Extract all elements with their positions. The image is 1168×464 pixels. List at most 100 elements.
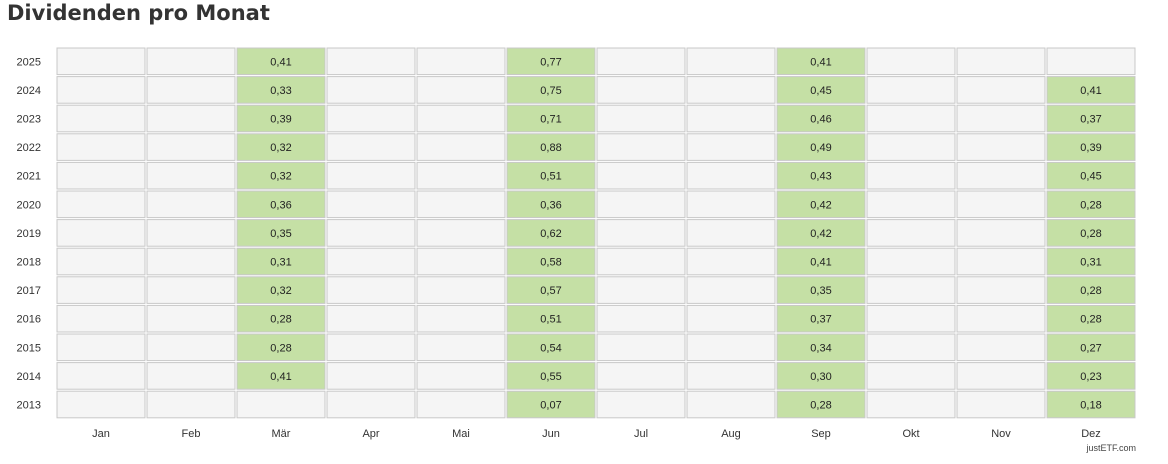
heatmap-cell bbox=[56, 104, 146, 133]
heatmap-cell bbox=[146, 47, 236, 76]
heatmap-cell bbox=[56, 133, 146, 161]
heatmap-cell bbox=[956, 47, 1046, 76]
heatmap-cell bbox=[56, 247, 146, 276]
cell-value-label: 0,41 bbox=[810, 56, 831, 68]
cell-value-label: 0,62 bbox=[540, 228, 561, 240]
heatmap-cell bbox=[866, 133, 956, 161]
cell-value-label: 0,39 bbox=[270, 114, 291, 126]
heatmap-cell bbox=[416, 76, 506, 104]
y-tick-label: 2024 bbox=[17, 85, 41, 97]
heatmap-cell bbox=[956, 362, 1046, 390]
y-tick-label: 2013 bbox=[17, 400, 41, 412]
heatmap-cell bbox=[866, 247, 956, 276]
heatmap-cell bbox=[146, 247, 236, 276]
heatmap-cell bbox=[956, 133, 1046, 161]
heatmap-cell bbox=[416, 133, 506, 161]
heatmap-cell bbox=[326, 133, 416, 161]
heatmap-cell bbox=[866, 362, 956, 390]
heatmap-cell bbox=[686, 333, 776, 362]
heatmap-cell bbox=[56, 333, 146, 362]
cell-value-label: 0,45 bbox=[810, 85, 831, 97]
x-tick-label: Apr bbox=[362, 428, 379, 440]
heatmap-cell bbox=[326, 390, 416, 419]
cell-value-label: 0,37 bbox=[1080, 114, 1101, 126]
cell-value-label: 0,27 bbox=[1080, 342, 1101, 354]
heatmap-cell bbox=[326, 304, 416, 333]
x-tick-label: Nov bbox=[991, 428, 1011, 440]
heatmap-cell bbox=[1046, 304, 1136, 333]
heatmap-cell bbox=[1046, 161, 1136, 190]
heatmap-cell bbox=[1046, 276, 1136, 304]
heatmap-cell bbox=[866, 104, 956, 133]
heatmap-cell bbox=[326, 276, 416, 304]
heatmap-cell bbox=[866, 333, 956, 362]
heatmap-cell bbox=[686, 390, 776, 419]
heatmap-cell bbox=[56, 190, 146, 219]
heatmap-cell bbox=[956, 104, 1046, 133]
x-tick-label: Feb bbox=[182, 428, 201, 440]
cell-value-label: 0,35 bbox=[810, 285, 831, 297]
heatmap-cell bbox=[416, 362, 506, 390]
cell-value-label: 0,51 bbox=[540, 314, 561, 326]
cell-value-label: 0,42 bbox=[810, 199, 831, 211]
heatmap-cell bbox=[776, 333, 866, 362]
heatmap-cell bbox=[596, 190, 686, 219]
x-axis-labels: Jan Feb Mär Apr Mai Jun Jul Aug Sep Okt Nov Dez bbox=[92, 428, 1101, 440]
heatmap-cell bbox=[146, 219, 236, 247]
cell-value-label: 0,28 bbox=[1080, 228, 1101, 240]
heatmap-cell bbox=[1046, 362, 1136, 390]
heatmap-cell bbox=[956, 390, 1046, 419]
heatmap-cell bbox=[56, 219, 146, 247]
heatmap-cell bbox=[956, 219, 1046, 247]
heatmap-cell bbox=[56, 276, 146, 304]
heatmap-cell bbox=[326, 247, 416, 276]
heatmap-cell bbox=[866, 161, 956, 190]
heatmap-cell bbox=[776, 276, 866, 304]
x-tick-label: Sep bbox=[811, 428, 831, 440]
heatmap-cell bbox=[506, 276, 596, 304]
heatmap-cell bbox=[866, 76, 956, 104]
cell-value-label: 0,32 bbox=[270, 171, 291, 183]
cell-value-label: 0,71 bbox=[540, 114, 561, 126]
heatmap-cell bbox=[236, 390, 326, 419]
heatmap-cell bbox=[686, 47, 776, 76]
cell-value-label: 0,28 bbox=[810, 400, 831, 412]
heatmap-cell bbox=[1046, 390, 1136, 419]
cell-value-label: 0,51 bbox=[540, 171, 561, 183]
cell-value-label: 0,32 bbox=[270, 142, 291, 154]
credit-label: justETF.com bbox=[1086, 443, 1136, 453]
heatmap-cell bbox=[506, 333, 596, 362]
heatmap-cell bbox=[686, 304, 776, 333]
heatmap-cell bbox=[56, 390, 146, 419]
cell-value-label: 0,54 bbox=[540, 342, 561, 354]
cell-value-label: 0,34 bbox=[810, 342, 831, 354]
cell-value-label: 0,88 bbox=[540, 142, 561, 154]
cell-value-label: 0,30 bbox=[810, 371, 831, 383]
cell-value-label: 0,77 bbox=[540, 56, 561, 68]
heatmap-cell bbox=[416, 104, 506, 133]
cell-value-label: 0,41 bbox=[270, 56, 291, 68]
cell-value-label: 0,42 bbox=[810, 228, 831, 240]
x-tick-label: Jun bbox=[542, 428, 560, 440]
heatmap-cell bbox=[236, 47, 326, 76]
heatmap-cell bbox=[326, 76, 416, 104]
heatmap-cell bbox=[956, 190, 1046, 219]
heatmap-cell bbox=[56, 47, 146, 76]
y-tick-label: 2020 bbox=[17, 199, 41, 211]
heatmap-cells: 0,41 0,77 0,41 0,33 0,75 0,45 0,41 0,39 0,71 0,46… bbox=[56, 47, 1136, 419]
heatmap-cell bbox=[146, 276, 236, 304]
heatmap-cell bbox=[506, 390, 596, 419]
heatmap-cell bbox=[236, 362, 326, 390]
heatmap-cell bbox=[596, 76, 686, 104]
heatmap-cell bbox=[776, 161, 866, 190]
heatmap-cell bbox=[416, 161, 506, 190]
heatmap-cell bbox=[1046, 219, 1136, 247]
heatmap-cell bbox=[1046, 47, 1136, 76]
heatmap-cell bbox=[236, 161, 326, 190]
heatmap-cell bbox=[146, 161, 236, 190]
cell-value-label: 0,36 bbox=[270, 199, 291, 211]
heatmap-cell bbox=[1046, 133, 1136, 161]
heatmap-cell bbox=[686, 76, 776, 104]
heatmap-cell bbox=[596, 247, 686, 276]
